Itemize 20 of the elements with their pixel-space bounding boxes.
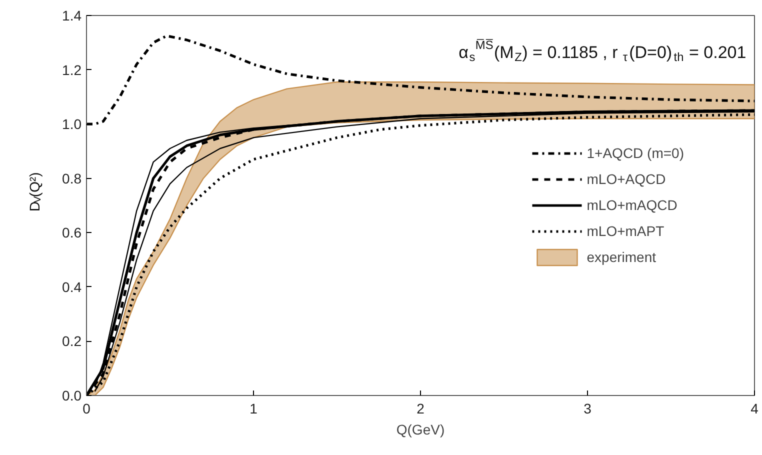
legend-label: mLO+mAQCD [586, 197, 678, 213]
x-tick-label: 0 [82, 400, 91, 416]
legend-label: 1+AQCD (m=0) [586, 145, 684, 161]
x-tick-label: 1 [250, 400, 258, 416]
y-tick-label: 1.4 [62, 8, 82, 24]
y-tick-label: 0.6 [62, 224, 82, 241]
legend-label: mLO+AQCD [586, 171, 666, 187]
y-tick-label: 1.2 [62, 62, 82, 78]
x-axis-title: Q(GeV) [396, 422, 445, 438]
x-tick-label: 3 [584, 400, 592, 416]
y-tick-label: 1.0 [62, 116, 82, 132]
y-tick-label: 0.8 [62, 170, 82, 186]
legend-label: experiment [586, 249, 656, 265]
x-tick-label: 4 [750, 400, 759, 416]
y-tick-label: 0.0 [62, 388, 82, 404]
y-tick-label: 0.2 [62, 333, 82, 350]
legend-label: mLO+mAPT [586, 223, 664, 239]
y-tick-label: 0.4 [62, 278, 82, 295]
y-axis-title: DV(Q²) [26, 172, 44, 212]
x-tick-label: 2 [416, 400, 425, 416]
